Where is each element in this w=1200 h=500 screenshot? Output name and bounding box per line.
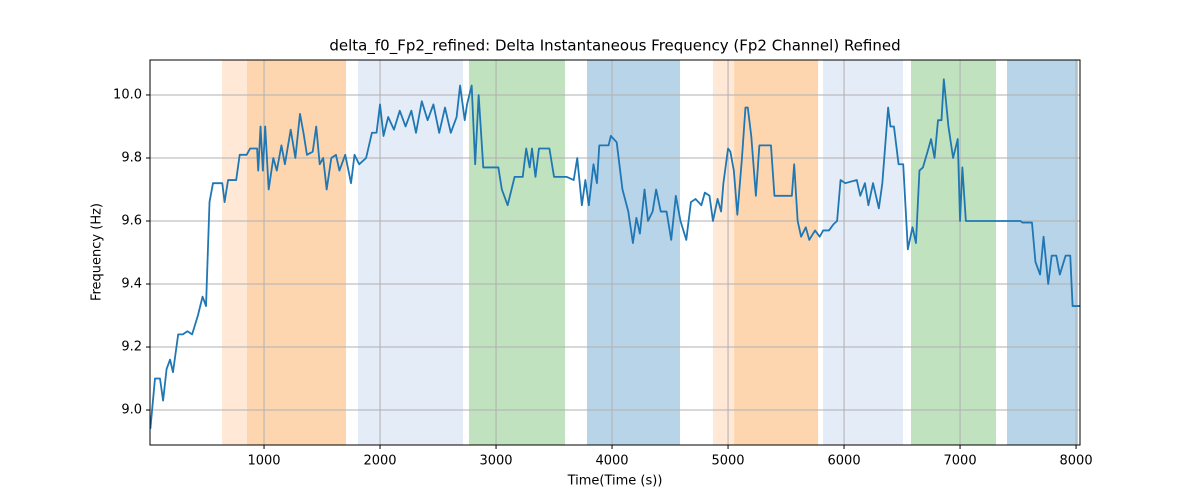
x-tick-label: 4000 xyxy=(595,454,628,469)
y-tick-label: 9.6 xyxy=(121,213,142,228)
plot-frame xyxy=(149,59,1081,446)
shaded-span xyxy=(357,60,463,445)
shaded-span xyxy=(734,60,819,445)
shaded-span xyxy=(469,60,566,445)
x-tick-label: 3000 xyxy=(479,454,512,469)
y-tick-label: 10.0 xyxy=(113,87,142,102)
chart-title: delta_f0_Fp2_refined: Delta Instantaneou… xyxy=(329,37,900,56)
x-axis-label: Time(Time (s)) xyxy=(567,474,663,489)
x-tick-label: 6000 xyxy=(828,454,861,469)
data-line xyxy=(150,78,1080,430)
y-axis-label: Frequency (Hz) xyxy=(90,203,105,301)
shaded-span xyxy=(586,60,681,445)
shaded-span xyxy=(823,60,903,445)
shaded-span xyxy=(246,60,347,445)
x-tick-label: 7000 xyxy=(944,454,977,469)
x-tick-label: 1000 xyxy=(247,454,280,469)
shaded-span xyxy=(910,60,997,445)
y-tick-label: 9.4 xyxy=(121,277,142,292)
shaded-span xyxy=(712,60,735,445)
y-tick-label: 9.8 xyxy=(121,150,142,165)
y-tick-label: 9.2 xyxy=(121,340,142,355)
x-tick-label: 2000 xyxy=(363,454,396,469)
x-tick-label: 8000 xyxy=(1060,454,1093,469)
y-tick-label: 9.0 xyxy=(121,403,142,418)
shaded-span xyxy=(222,60,247,445)
x-tick-label: 5000 xyxy=(711,454,744,469)
